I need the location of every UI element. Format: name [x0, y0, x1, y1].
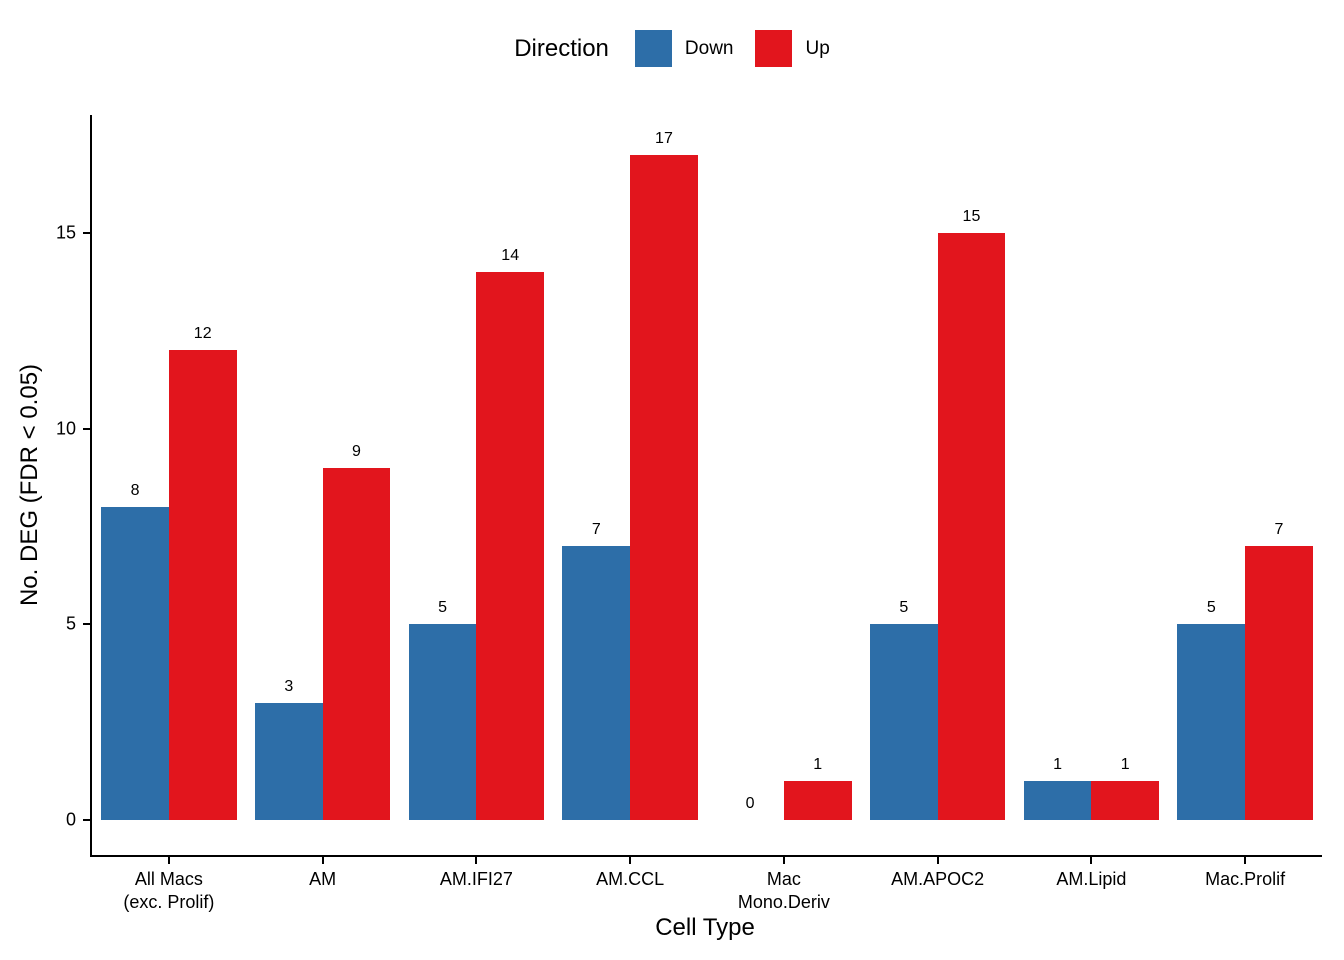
bar-up-group3: [476, 272, 545, 820]
x-axis-tick-label: Mac Mono.Deriv: [737, 869, 830, 913]
x-axis-tick-label: AM.IFI27: [439, 869, 513, 889]
bar-value-label: 15: [962, 207, 981, 225]
y-axis-tick: [83, 427, 92, 430]
legend-swatch-down-icon: [634, 30, 672, 67]
legend-label-up: Up: [805, 37, 830, 59]
x-axis-title: Cell Type: [655, 914, 755, 941]
x-axis-tick-label: All Macs (exc. Prolif): [123, 869, 215, 913]
bar-value-label: 5: [899, 599, 909, 617]
x-axis-tick-label: AM.CCL: [596, 869, 665, 889]
bar-value-label: 9: [351, 442, 361, 460]
y-axis-tick-label: 0: [65, 809, 76, 830]
bar-up-group4: [630, 154, 698, 820]
bar-down-group4: [562, 546, 631, 820]
legend-item-up: Up: [755, 30, 830, 67]
bar-down-group6: [869, 624, 938, 820]
bar-value-label: 8: [130, 481, 140, 499]
bar-up-group5: [783, 780, 852, 820]
bar-up-group7: [1091, 780, 1160, 820]
x-axis-tick: [167, 855, 170, 864]
x-axis-tick-label: AM: [309, 869, 337, 889]
y-axis-tick: [83, 819, 92, 821]
bar-value-label: 0: [745, 795, 755, 812]
bar-value-label: 5: [1206, 599, 1216, 617]
y-axis-title: No. DEG (FDR < 0.05): [16, 363, 43, 607]
bar-down-group2: [254, 702, 323, 820]
bar-value-label: 14: [501, 247, 520, 264]
x-axis-tick: [1090, 855, 1093, 864]
y-axis-tick: [83, 623, 92, 626]
x-axis-tick-label: AM.APOC2: [891, 869, 985, 889]
bar-down-group3: [408, 624, 477, 820]
bar-up-group6: [937, 232, 1006, 820]
bar-value-label: 7: [1274, 521, 1284, 538]
legend-item-down: Down: [634, 30, 734, 67]
x-axis-tick: [321, 855, 324, 864]
y-axis-tick-label: 15: [55, 222, 76, 243]
bar-value-label: 17: [655, 129, 673, 147]
bar-value-label: 1: [1053, 755, 1062, 773]
x-axis-tick: [475, 855, 478, 864]
bar-up-group1: [168, 350, 237, 820]
bar-value-label: 5: [438, 599, 447, 617]
plot-area: 0 5 10 15 All Macs (exc. Prolif) 8 12 AM 3 9 AM.IFI…: [56, 115, 1322, 912]
x-axis-tick: [629, 855, 632, 864]
legend: Direction Down Up: [0, 30, 1344, 67]
bar-value-label: 7: [591, 521, 601, 538]
bar-value-label: 1: [813, 755, 823, 773]
bar-value-label: 12: [193, 325, 212, 343]
legend-swatch-up-icon: [755, 30, 793, 67]
legend-label-down: Down: [684, 37, 734, 59]
bar-up-group2: [322, 467, 391, 820]
bar-value-label: 1: [1120, 755, 1130, 773]
bar-down-group7: [1023, 780, 1092, 820]
x-axis-tick: [936, 855, 939, 864]
x-axis-tick-label: AM.Lipid: [1056, 869, 1127, 889]
x-axis-tick: [1244, 855, 1247, 864]
bar-down-group1: [101, 506, 169, 820]
bar-down-group8: [1177, 624, 1246, 820]
y-axis-tick-label: 5: [65, 613, 76, 634]
x-axis-tick-label: Mac.Prolif: [1205, 869, 1286, 889]
y-axis-tick-label: 10: [55, 418, 76, 439]
y-axis-tick: [83, 231, 92, 234]
bar-up-group8: [1245, 546, 1313, 820]
x-axis-tick: [782, 855, 785, 864]
bar-value-label: 3: [284, 677, 294, 695]
legend-title: Direction: [514, 34, 609, 62]
